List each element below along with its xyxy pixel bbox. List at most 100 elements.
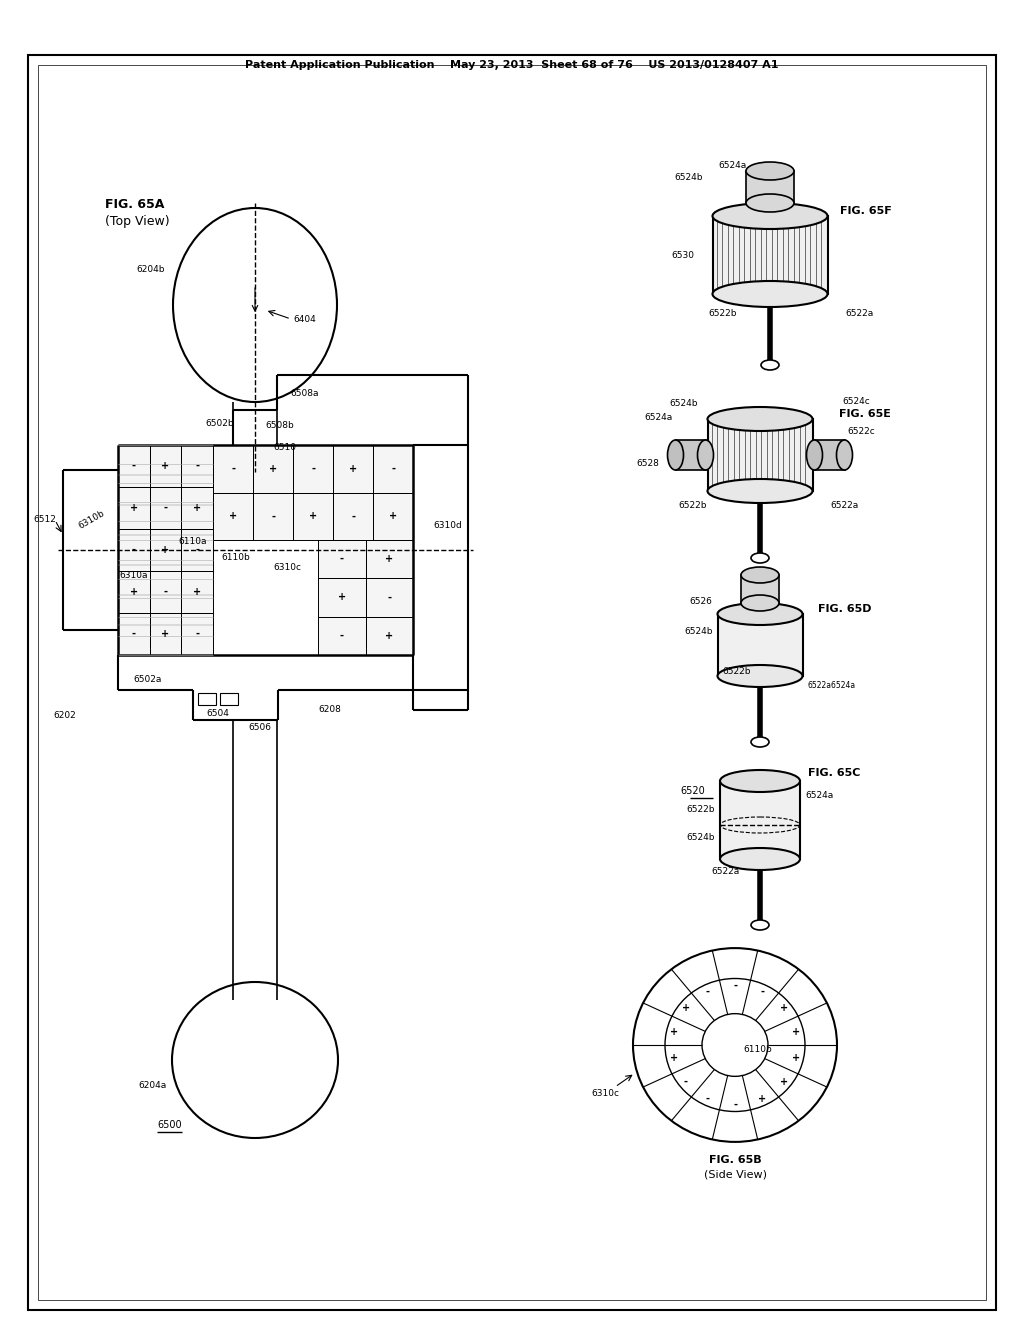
Text: -: - bbox=[684, 1077, 688, 1088]
Text: 6524b: 6524b bbox=[669, 400, 697, 408]
Text: 6522b: 6522b bbox=[686, 805, 715, 814]
Bar bbox=[293, 492, 333, 540]
Text: 6504: 6504 bbox=[207, 709, 229, 718]
Text: 6524a: 6524a bbox=[644, 412, 673, 421]
Text: -: - bbox=[706, 1094, 710, 1104]
Bar bbox=[181, 445, 213, 487]
Text: 6110b: 6110b bbox=[221, 553, 251, 562]
Bar bbox=[366, 616, 413, 655]
Bar bbox=[373, 445, 413, 492]
Text: 6310d: 6310d bbox=[433, 520, 462, 529]
Bar bbox=[814, 440, 845, 470]
Text: -: - bbox=[164, 503, 168, 513]
Text: FIG. 65E: FIG. 65E bbox=[839, 409, 891, 418]
Text: 6500: 6500 bbox=[157, 1119, 181, 1130]
Text: -: - bbox=[196, 545, 199, 554]
Text: +: + bbox=[162, 545, 170, 554]
Text: -: - bbox=[196, 630, 199, 639]
Ellipse shape bbox=[751, 920, 769, 931]
Text: 6528: 6528 bbox=[637, 458, 659, 467]
Bar bbox=[118, 445, 150, 487]
Text: -: - bbox=[387, 593, 391, 602]
Text: +: + bbox=[194, 587, 202, 597]
Text: 6524b: 6524b bbox=[686, 833, 715, 842]
Text: FIG. 65A: FIG. 65A bbox=[105, 198, 165, 211]
Bar bbox=[318, 540, 413, 655]
Bar bbox=[181, 572, 213, 612]
Bar bbox=[746, 172, 794, 203]
Text: 6524a: 6524a bbox=[805, 792, 834, 800]
Bar bbox=[720, 781, 800, 859]
Ellipse shape bbox=[807, 440, 822, 470]
Bar bbox=[741, 576, 779, 603]
Text: +: + bbox=[385, 554, 393, 564]
Bar bbox=[181, 529, 213, 572]
Text: +: + bbox=[162, 630, 170, 639]
Ellipse shape bbox=[741, 568, 779, 583]
Ellipse shape bbox=[713, 203, 827, 228]
Text: -: - bbox=[271, 511, 275, 521]
Text: -: - bbox=[340, 554, 344, 564]
Text: +: + bbox=[682, 1003, 690, 1012]
Text: 6522b: 6522b bbox=[678, 502, 707, 511]
Text: FIG. 65D: FIG. 65D bbox=[817, 605, 871, 614]
Ellipse shape bbox=[751, 737, 769, 747]
Text: FIG. 65F: FIG. 65F bbox=[840, 206, 891, 216]
Ellipse shape bbox=[720, 770, 800, 792]
Bar bbox=[713, 216, 827, 294]
Text: 6208: 6208 bbox=[318, 705, 341, 714]
Bar bbox=[333, 492, 373, 540]
Bar bbox=[150, 612, 181, 655]
Text: -: - bbox=[132, 545, 136, 554]
Text: -: - bbox=[164, 587, 168, 597]
Ellipse shape bbox=[697, 440, 714, 470]
Text: 6524a: 6524a bbox=[719, 161, 746, 170]
Text: 6522c: 6522c bbox=[848, 426, 876, 436]
Bar bbox=[118, 529, 150, 572]
Text: +: + bbox=[670, 1053, 678, 1064]
Bar bbox=[366, 540, 413, 578]
Ellipse shape bbox=[708, 479, 812, 503]
Text: 6522b: 6522b bbox=[709, 309, 736, 318]
Bar bbox=[118, 445, 213, 655]
Text: 6204a: 6204a bbox=[138, 1081, 167, 1089]
Text: +: + bbox=[130, 587, 138, 597]
Text: Patent Application Publication    May 23, 2013  Sheet 68 of 76    US 2013/012840: Patent Application Publication May 23, 2… bbox=[246, 59, 778, 70]
Text: 6526: 6526 bbox=[689, 598, 713, 606]
Text: (Top View): (Top View) bbox=[105, 215, 170, 228]
Text: 6310a: 6310a bbox=[120, 570, 148, 579]
Text: 6510: 6510 bbox=[273, 442, 296, 451]
Text: -: - bbox=[733, 981, 737, 990]
Bar bbox=[708, 418, 812, 491]
Text: -: - bbox=[196, 461, 199, 471]
Bar bbox=[213, 445, 253, 492]
Ellipse shape bbox=[718, 603, 803, 624]
Ellipse shape bbox=[746, 194, 794, 213]
Text: 6502b: 6502b bbox=[206, 418, 234, 428]
Ellipse shape bbox=[837, 440, 853, 470]
Bar bbox=[150, 487, 181, 529]
Text: +: + bbox=[229, 511, 238, 521]
Text: 6512: 6512 bbox=[33, 516, 56, 524]
Text: 6522a: 6522a bbox=[711, 866, 739, 875]
Bar bbox=[718, 614, 803, 676]
Bar bbox=[118, 612, 150, 655]
Bar bbox=[118, 572, 150, 612]
Text: 6524c: 6524c bbox=[843, 396, 870, 405]
Text: 6508b: 6508b bbox=[265, 421, 294, 429]
Text: +: + bbox=[780, 1003, 788, 1012]
Ellipse shape bbox=[761, 360, 779, 370]
Bar bbox=[181, 487, 213, 529]
Text: 6110b: 6110b bbox=[743, 1045, 772, 1055]
Bar bbox=[198, 693, 216, 705]
Bar bbox=[318, 578, 366, 616]
Bar bbox=[318, 616, 366, 655]
Text: 6520: 6520 bbox=[680, 785, 705, 796]
Bar bbox=[150, 572, 181, 612]
Bar bbox=[150, 529, 181, 572]
Text: +: + bbox=[793, 1053, 801, 1064]
Bar bbox=[373, 492, 413, 540]
Bar bbox=[318, 540, 366, 578]
Text: -: - bbox=[311, 463, 315, 474]
Text: 6502a: 6502a bbox=[134, 676, 162, 685]
